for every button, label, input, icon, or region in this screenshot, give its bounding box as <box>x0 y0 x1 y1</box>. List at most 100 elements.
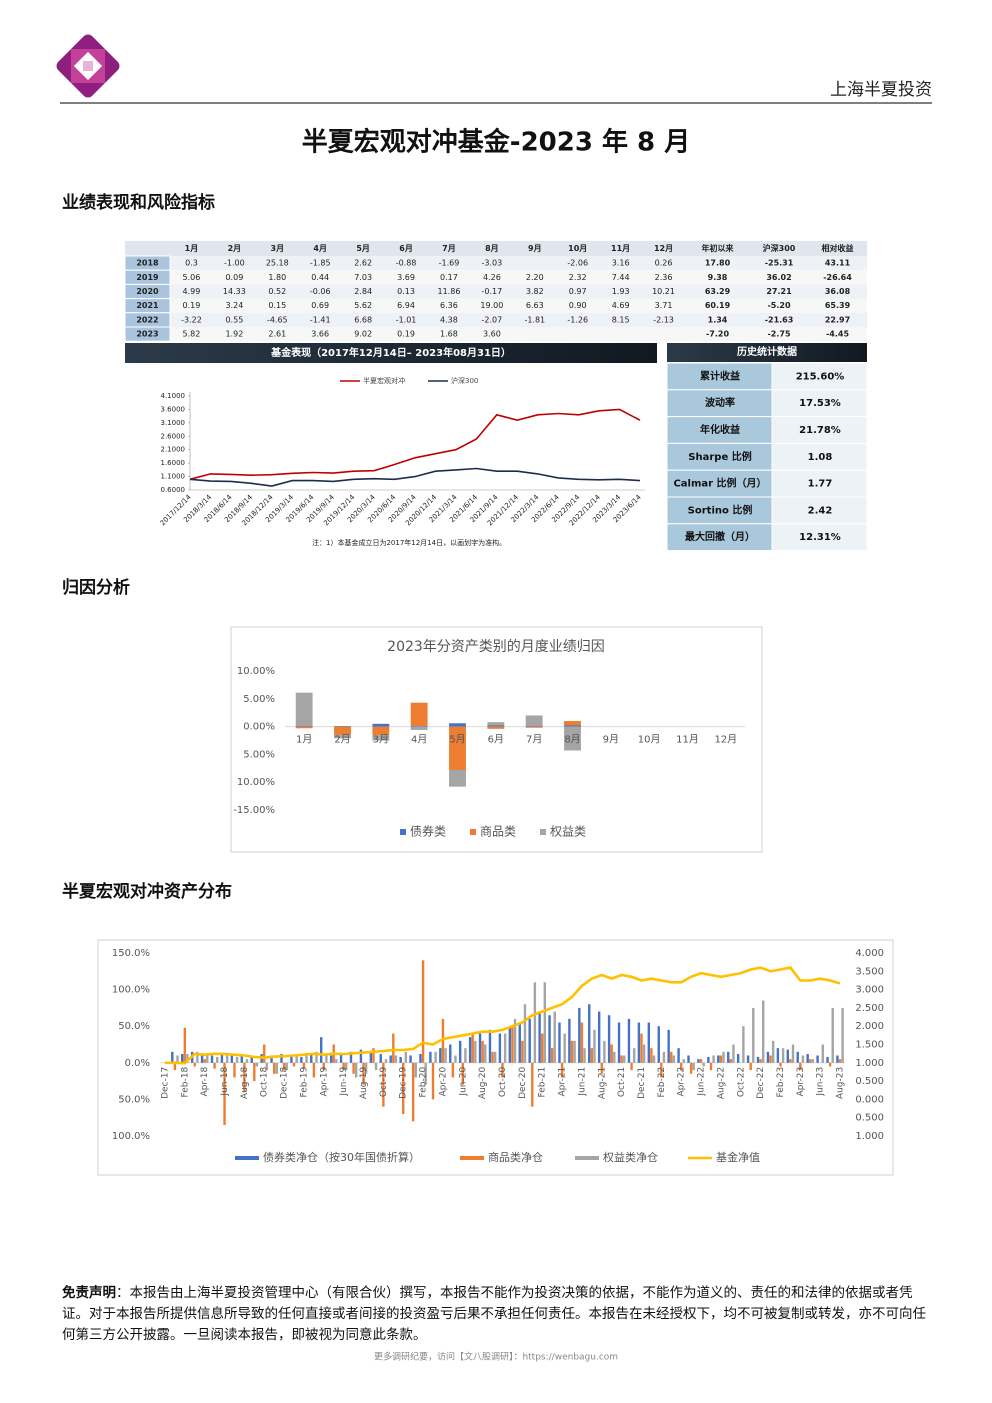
x-tick-label: 3月 <box>373 734 389 746</box>
bar <box>632 1048 636 1063</box>
legend-label: 债券类净仓（按30年国债折算） <box>263 1150 420 1164</box>
y2-tick-label: 3.000 <box>855 985 884 996</box>
column-header: 相对收益 <box>822 243 854 253</box>
bar-segment <box>334 734 351 739</box>
bar <box>253 1062 256 1082</box>
bar <box>265 1062 269 1071</box>
bar <box>528 1018 531 1063</box>
bar <box>280 1054 283 1063</box>
table-cell: -1.85 <box>310 259 331 268</box>
bar <box>727 1051 730 1063</box>
table-cell: 3.24 <box>225 301 243 310</box>
bar <box>402 1062 405 1115</box>
bar <box>588 1004 591 1063</box>
x-tick-label: Apr-23 <box>796 1067 806 1097</box>
column-header: 11月 <box>611 244 630 253</box>
bar <box>263 1044 266 1063</box>
bar <box>421 960 425 1063</box>
column-header: 7月 <box>442 244 456 253</box>
bar-segment <box>372 723 390 727</box>
x-tick-label: Aug-23 <box>836 1067 846 1099</box>
table-cell: 5.62 <box>354 301 372 310</box>
table-row-bg <box>170 312 867 327</box>
x-tick-label: Aug-19 <box>359 1067 369 1100</box>
doc-title: 半夏宏观对冲基金-2023 年 8 月 <box>302 127 690 158</box>
legend-label: 商品类 <box>480 824 516 839</box>
bar-segment <box>334 726 351 727</box>
bar <box>196 1051 199 1063</box>
bar <box>583 1048 586 1063</box>
legend-swatch <box>540 829 546 835</box>
stats-title: 历史统计数据 <box>737 345 797 358</box>
table-cell: 0.19 <box>183 301 201 310</box>
row-header: 2021 <box>136 301 159 310</box>
x-tick-label: Dec-17 <box>160 1067 170 1099</box>
disclaimer: 免责声明：本报告由上海半夏投资管理中心（有限合伙）撰写，本报告不能作为投资决策的… <box>62 1283 932 1346</box>
column-header: 12月 <box>654 244 673 253</box>
bar-segment <box>372 734 390 741</box>
bar <box>186 1054 189 1063</box>
bar-segment <box>487 722 505 726</box>
bar <box>220 1054 224 1063</box>
table-cell: 5.06 <box>183 273 201 282</box>
bar <box>498 1033 502 1063</box>
bar <box>203 1059 206 1063</box>
table-cell: 0.15 <box>268 301 286 310</box>
bar <box>692 1062 695 1071</box>
x-tick-label: Feb-18 <box>180 1067 190 1098</box>
bar <box>275 1062 278 1074</box>
bar <box>613 1051 616 1063</box>
bar <box>206 1055 209 1063</box>
disclaimer-text: ：本报告由上海半夏投资管理中心（有限合伙）撰写，本报告不能作为投资决策的依据，不… <box>62 1285 926 1343</box>
bar <box>776 1048 780 1063</box>
x-tick-label: Jun-23 <box>816 1067 826 1097</box>
x-tick-label: Dec-18 <box>280 1067 290 1099</box>
bar <box>679 1062 683 1071</box>
bar <box>662 1051 666 1063</box>
bar <box>171 1051 174 1063</box>
table-cell: -5.20 <box>767 301 790 310</box>
y-tick-label: 0.00% <box>243 722 275 733</box>
bar-segment <box>410 702 428 727</box>
line-series <box>189 467 641 487</box>
x-tick-label: Feb-23 <box>776 1067 786 1098</box>
y2-tick-label: 3.500 <box>855 966 884 977</box>
bar <box>290 1055 293 1063</box>
disclaimer-label: 免责声明 <box>62 1285 116 1301</box>
x-tick-label: Feb-19 <box>299 1067 309 1098</box>
legend-label: 基金净值 <box>716 1150 760 1164</box>
row-header: 2019 <box>136 273 159 282</box>
table-cell: -2.75 <box>767 330 790 339</box>
bar <box>712 1055 715 1063</box>
bar <box>339 1054 343 1063</box>
bar <box>501 1062 504 1078</box>
chart-title: 2023年分资产类别的月度业绩归因 <box>387 638 605 655</box>
bar <box>449 1044 452 1063</box>
bar <box>444 1048 447 1063</box>
bar <box>637 1022 641 1063</box>
legend-label: 权益类净仓 <box>603 1150 658 1164</box>
bar <box>193 1062 196 1067</box>
bar <box>399 1056 402 1063</box>
bar <box>270 1055 273 1063</box>
bar <box>759 1059 762 1063</box>
bar <box>828 1062 832 1067</box>
y-tick-label: 4.1000 <box>161 392 186 400</box>
x-tick-label: Aug-21 <box>597 1067 607 1099</box>
stats-label: Calmar 比例（月） <box>673 477 766 490</box>
table-cell: 0.13 <box>397 287 415 296</box>
bar <box>372 1048 375 1063</box>
y-tick-label: 1.1000 <box>161 473 186 481</box>
y2-tick-label: 2.000 <box>855 1021 884 1032</box>
table-cell: 2.32 <box>569 273 587 282</box>
x-tick-label: Oct-20 <box>498 1067 508 1098</box>
bar <box>374 1062 378 1071</box>
x-tick-label: Oct-22 <box>736 1067 746 1097</box>
stats-value: 17.53% <box>799 398 841 409</box>
table-cell: 0.44 <box>311 273 329 282</box>
table-cell: 0.52 <box>268 287 286 296</box>
bar <box>272 1062 276 1074</box>
bar <box>384 1059 388 1063</box>
y-tick-label: 5.00% <box>243 749 275 760</box>
table-cell: -0.06 <box>310 287 331 296</box>
